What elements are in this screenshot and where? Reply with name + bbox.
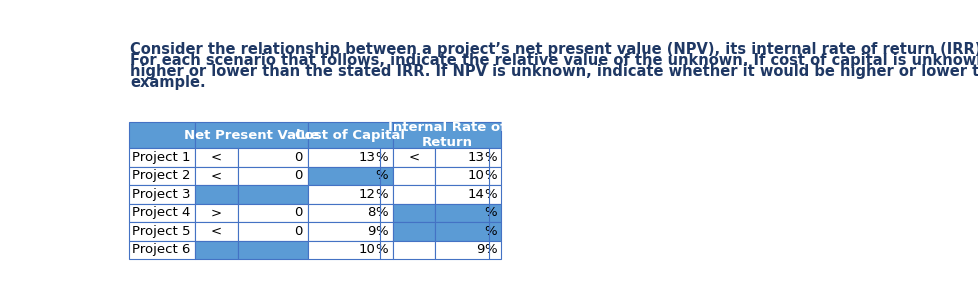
Bar (238, 204, 307, 222)
Bar (307, 240, 392, 259)
Text: example.: example. (130, 75, 205, 90)
Text: 13: 13 (358, 151, 376, 164)
Bar (392, 167, 435, 185)
Text: 0: 0 (294, 169, 302, 182)
Text: <: < (211, 169, 222, 182)
Text: %: % (376, 169, 388, 182)
Bar (238, 185, 307, 204)
Text: %: % (376, 206, 388, 219)
Bar (195, 185, 238, 204)
Bar (307, 148, 392, 167)
Text: Internal Rate of
Return: Internal Rate of Return (387, 121, 506, 149)
Bar (238, 167, 307, 185)
Bar (435, 222, 501, 240)
Bar (392, 222, 435, 240)
Text: 13: 13 (467, 151, 484, 164)
Text: <: < (408, 151, 420, 164)
Text: 9: 9 (475, 243, 484, 256)
Bar (238, 148, 307, 167)
Bar (307, 204, 392, 222)
Text: %: % (483, 188, 496, 201)
Text: <: < (211, 151, 222, 164)
Text: <: < (211, 225, 222, 238)
Text: %: % (483, 169, 496, 182)
Text: Project 1: Project 1 (132, 151, 191, 164)
Text: 0: 0 (294, 225, 302, 238)
Text: %: % (376, 225, 388, 238)
Bar (238, 222, 307, 240)
Bar (128, 167, 195, 185)
Text: 12: 12 (358, 188, 376, 201)
Bar (195, 122, 307, 148)
Bar (195, 222, 238, 240)
Text: 0: 0 (294, 151, 302, 164)
Text: Net Present Value: Net Present Value (184, 129, 319, 142)
Text: Cost of Capital: Cost of Capital (295, 129, 405, 142)
Bar (195, 148, 238, 167)
Bar (435, 148, 501, 167)
Bar (392, 185, 435, 204)
Bar (128, 222, 195, 240)
Bar (392, 204, 435, 222)
Text: higher or lower than the stated IRR. If NPV is unknown, indicate whether it woul: higher or lower than the stated IRR. If … (130, 64, 978, 79)
Text: For each scenario that follows, indicate the relative value of the unknown. If c: For each scenario that follows, indicate… (130, 53, 978, 68)
Text: %: % (376, 243, 388, 256)
Text: %: % (376, 151, 388, 164)
Text: %: % (483, 206, 496, 219)
Bar (435, 185, 501, 204)
Text: Project 4: Project 4 (132, 206, 191, 219)
Text: 9: 9 (367, 225, 376, 238)
Text: %: % (376, 188, 388, 201)
Bar (238, 240, 307, 259)
Bar (392, 148, 435, 167)
Bar (195, 167, 238, 185)
Text: Project 5: Project 5 (132, 225, 191, 238)
Text: 0: 0 (294, 206, 302, 219)
Bar (392, 240, 435, 259)
Bar (435, 167, 501, 185)
Bar (435, 204, 501, 222)
Bar (307, 167, 392, 185)
Bar (128, 204, 195, 222)
Text: %: % (483, 243, 496, 256)
Bar (392, 122, 501, 148)
Bar (195, 204, 238, 222)
Text: %: % (483, 151, 496, 164)
Bar (128, 148, 195, 167)
Text: >: > (211, 206, 222, 219)
Text: 10: 10 (359, 243, 376, 256)
Text: Project 3: Project 3 (132, 188, 191, 201)
Bar (307, 222, 392, 240)
Text: %: % (483, 225, 496, 238)
Bar (195, 240, 238, 259)
Bar (128, 240, 195, 259)
Bar (435, 240, 501, 259)
Text: Project 6: Project 6 (132, 243, 191, 256)
Bar (128, 185, 195, 204)
Text: 10: 10 (467, 169, 484, 182)
Text: 8: 8 (367, 206, 376, 219)
Bar (128, 122, 195, 148)
Text: Project 2: Project 2 (132, 169, 191, 182)
Bar (307, 185, 392, 204)
Text: 14: 14 (467, 188, 484, 201)
Bar (307, 122, 392, 148)
Text: Consider the relationship between a project’s net present value (NPV), its inter: Consider the relationship between a proj… (130, 42, 978, 57)
